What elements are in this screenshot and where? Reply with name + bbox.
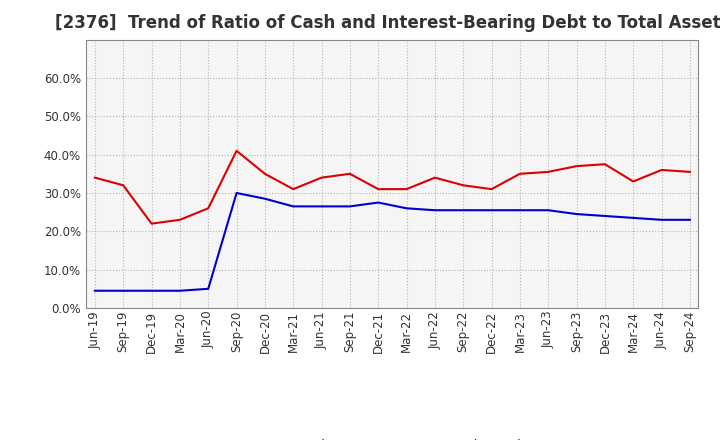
Cash: [516, 171, 524, 176]
Interest-Bearing Debt: [289, 204, 297, 209]
Line: Cash: Cash: [95, 151, 690, 224]
Interest-Bearing Debt: [91, 288, 99, 293]
Cash: [119, 183, 127, 188]
Cash: [600, 161, 609, 167]
Interest-Bearing Debt: [544, 208, 552, 213]
Cash: [431, 175, 439, 180]
Cash: [657, 167, 666, 172]
Interest-Bearing Debt: [629, 215, 637, 220]
Line: Interest-Bearing Debt: Interest-Bearing Debt: [95, 193, 690, 291]
Cash: [91, 175, 99, 180]
Cash: [233, 148, 241, 154]
Cash: [572, 164, 581, 169]
Interest-Bearing Debt: [600, 213, 609, 219]
Interest-Bearing Debt: [487, 208, 496, 213]
Cash: [148, 221, 156, 226]
Cash: [261, 171, 269, 176]
Interest-Bearing Debt: [657, 217, 666, 223]
Interest-Bearing Debt: [119, 288, 127, 293]
Cash: [374, 187, 382, 192]
Interest-Bearing Debt: [516, 208, 524, 213]
Interest-Bearing Debt: [431, 208, 439, 213]
Cash: [289, 187, 297, 192]
Interest-Bearing Debt: [318, 204, 326, 209]
Interest-Bearing Debt: [204, 286, 212, 291]
Cash: [204, 205, 212, 211]
Title: [2376]  Trend of Ratio of Cash and Interest-Bearing Debt to Total Assets: [2376] Trend of Ratio of Cash and Intere…: [55, 15, 720, 33]
Cash: [402, 187, 411, 192]
Cash: [544, 169, 552, 175]
Legend: Cash, Interest-Bearing Debt: Cash, Interest-Bearing Debt: [248, 433, 536, 440]
Interest-Bearing Debt: [346, 204, 354, 209]
Interest-Bearing Debt: [402, 205, 411, 211]
Cash: [685, 169, 694, 175]
Cash: [318, 175, 326, 180]
Cash: [346, 171, 354, 176]
Cash: [487, 187, 496, 192]
Cash: [176, 217, 184, 223]
Cash: [459, 183, 467, 188]
Interest-Bearing Debt: [261, 196, 269, 202]
Cash: [629, 179, 637, 184]
Interest-Bearing Debt: [685, 217, 694, 223]
Interest-Bearing Debt: [176, 288, 184, 293]
Interest-Bearing Debt: [572, 211, 581, 216]
Interest-Bearing Debt: [374, 200, 382, 205]
Interest-Bearing Debt: [148, 288, 156, 293]
Interest-Bearing Debt: [459, 208, 467, 213]
Interest-Bearing Debt: [233, 191, 241, 196]
